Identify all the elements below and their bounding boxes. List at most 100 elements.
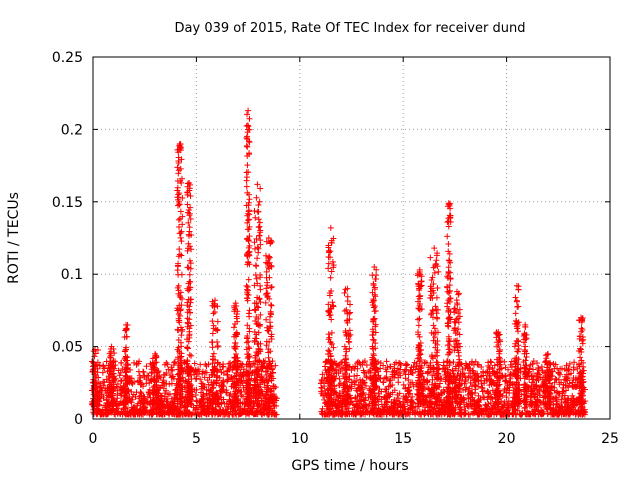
data-point xyxy=(245,107,252,114)
data-point xyxy=(214,342,221,349)
data-point xyxy=(400,381,407,388)
data-point xyxy=(118,378,125,385)
x-axis-label: GPS time / hours xyxy=(291,458,408,474)
data-point xyxy=(555,376,562,383)
data-point xyxy=(465,395,472,402)
data-point xyxy=(505,366,512,373)
data-point xyxy=(536,392,543,399)
data-point xyxy=(193,368,200,375)
data-point xyxy=(113,406,120,413)
data-point xyxy=(504,406,511,413)
data-point xyxy=(271,403,278,410)
data-point xyxy=(394,404,401,411)
data-point xyxy=(242,406,249,413)
data-point xyxy=(95,407,102,414)
data-point xyxy=(253,275,260,282)
data-point xyxy=(254,208,261,215)
data-point xyxy=(243,183,250,190)
data-point xyxy=(228,374,235,381)
data-point xyxy=(475,392,482,399)
data-point xyxy=(166,406,173,413)
data-point xyxy=(144,393,151,400)
data-point xyxy=(235,411,242,418)
data-point xyxy=(522,343,529,350)
data-point xyxy=(255,202,262,209)
data-point xyxy=(218,383,225,390)
data-point xyxy=(165,391,172,398)
data-point xyxy=(161,381,168,388)
data-point xyxy=(328,268,335,275)
data-point xyxy=(197,361,204,368)
data-point xyxy=(157,406,164,413)
data-point xyxy=(193,397,200,404)
data-point xyxy=(91,353,98,360)
data-point xyxy=(179,374,186,381)
data-point xyxy=(362,382,369,389)
data-point xyxy=(223,387,230,394)
data-point xyxy=(354,372,361,379)
data-point xyxy=(227,360,234,367)
data-point xyxy=(239,408,246,415)
data-point xyxy=(508,364,515,371)
data-point xyxy=(427,254,434,261)
data-point xyxy=(210,350,217,357)
data-point xyxy=(456,331,463,338)
data-point xyxy=(555,411,562,418)
data-point xyxy=(405,377,412,384)
data-point xyxy=(131,406,138,413)
grid-lines xyxy=(93,57,610,419)
data-point xyxy=(446,295,453,302)
data-point xyxy=(445,200,452,207)
data-point xyxy=(396,370,403,377)
data-point xyxy=(195,404,202,411)
data-point xyxy=(535,365,542,372)
data-point xyxy=(391,387,398,394)
data-point xyxy=(174,164,181,171)
data-point xyxy=(563,362,570,369)
data-point xyxy=(530,358,537,365)
data-point xyxy=(246,307,253,314)
data-point xyxy=(199,393,206,400)
data-point xyxy=(579,340,586,347)
data-point xyxy=(530,372,537,379)
data-point xyxy=(163,387,170,394)
data-point xyxy=(263,285,270,292)
data-point xyxy=(472,386,479,393)
data-point xyxy=(220,396,227,403)
data-point xyxy=(209,330,216,337)
data-point xyxy=(131,379,138,386)
data-point xyxy=(248,406,255,413)
data-point xyxy=(199,385,206,392)
data-point xyxy=(389,382,396,389)
data-point xyxy=(502,378,509,385)
data-point xyxy=(268,366,275,373)
data-point xyxy=(325,253,332,260)
data-point xyxy=(184,344,191,351)
data-point xyxy=(449,367,456,374)
data-point xyxy=(325,331,332,338)
data-point xyxy=(224,378,231,385)
data-point xyxy=(318,376,325,383)
data-point xyxy=(581,411,588,418)
data-point xyxy=(444,219,451,226)
data-point xyxy=(245,126,252,133)
data-point xyxy=(171,390,178,397)
data-point xyxy=(558,396,565,403)
data-point xyxy=(551,379,558,386)
data-point xyxy=(123,321,130,328)
data-point xyxy=(137,380,144,387)
data-point xyxy=(272,362,279,369)
data-point xyxy=(354,360,361,367)
data-point xyxy=(258,397,265,404)
data-point xyxy=(341,289,348,296)
data-point xyxy=(488,359,495,366)
data-point xyxy=(515,303,522,310)
data-point xyxy=(245,276,252,283)
data-point xyxy=(220,378,227,385)
data-point xyxy=(491,370,498,377)
data-point xyxy=(176,246,183,253)
data-point xyxy=(377,365,384,372)
data-point xyxy=(343,306,350,313)
data-point xyxy=(143,398,150,405)
